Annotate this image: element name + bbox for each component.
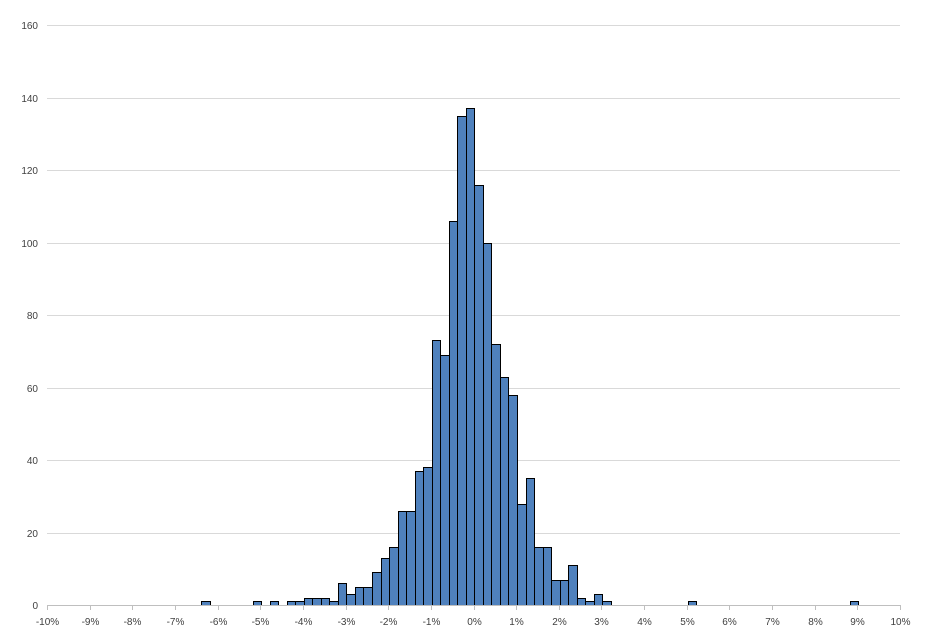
histogram-bar [688,601,697,606]
histogram-bar [483,243,492,606]
x-tick-label: 5% [680,617,695,628]
y-tick-label: 160 [21,21,38,32]
histogram-bar [398,511,407,606]
histogram-bars [201,108,859,606]
x-tick-label: 8% [808,617,823,628]
histogram-bar [466,108,475,606]
histogram-bar [491,344,501,606]
histogram-bar [508,395,518,606]
histogram-bar [457,116,467,606]
y-tick-label: 60 [27,384,39,395]
histogram-bar [517,504,527,606]
x-tick-label: -4% [295,617,313,628]
x-tick-label: 2% [552,617,567,628]
x-tick-label: -3% [338,617,356,628]
x-axis-tick-labels: -10% -9% -8% -7% -6% -5% -4% -3% -2% -1% 0% 1% 2% 3% 4… [36,605,911,628]
histogram-bar [253,601,262,606]
histogram-bar [551,580,561,606]
histogram-bar [406,511,416,606]
y-tick-label: 40 [27,456,39,467]
histogram-bar [543,547,552,606]
y-tick-label: 120 [21,166,38,177]
x-tick-label: 3% [594,617,609,628]
y-axis-tick-labels: 0 20 40 60 80 100 120 140 160 [21,21,38,612]
histogram-bar [312,598,322,606]
histogram-bar [381,558,390,606]
histogram-bar [363,587,373,606]
x-tick-label: 6% [722,617,737,628]
histogram-bar [577,598,586,606]
x-tick-label: -6% [210,617,228,628]
histogram-bar [415,471,424,606]
histogram-bar [355,587,364,606]
histogram-bar [850,601,859,606]
histogram-bar [474,185,484,606]
x-tick-label: -10% [36,617,59,628]
histogram-bar [423,467,433,606]
x-tick-label: -1% [423,617,441,628]
histogram-bar [526,478,535,606]
y-tick-label: 0 [32,601,38,612]
histogram-bar [304,598,313,606]
x-tick-label: 7% [765,617,780,628]
histogram-bar [338,583,347,606]
histogram-bar [432,340,441,606]
x-tick-label: -2% [380,617,398,628]
histogram-bar [585,601,595,606]
x-tick-label: 10% [890,617,910,628]
histogram-bar [372,572,382,606]
histogram-bar [321,598,330,606]
histogram-bar [389,547,399,606]
histogram-bar [449,221,458,606]
x-tick-label: -9% [82,617,100,628]
histogram-bar [440,355,450,606]
histogram-bar [594,594,603,606]
histogram-bar [287,601,296,606]
y-tick-label: 100 [21,239,38,250]
y-tick-label: 140 [21,94,38,105]
x-tick-label: -5% [252,617,270,628]
histogram-bar [201,601,211,606]
histogram-bar [346,594,356,606]
histogram-bar [534,547,544,606]
x-tick-label: -8% [124,617,142,628]
y-tick-label: 20 [27,529,39,540]
x-tick-label: 4% [637,617,652,628]
histogram-bar [329,601,339,606]
x-tick-label: 0% [467,617,482,628]
histogram-bar [568,565,578,606]
y-tick-label: 80 [27,311,39,322]
histogram-bar [560,580,569,606]
histogram-bar [500,377,509,606]
histogram-bar [602,601,612,606]
x-tick-label: 9% [850,617,865,628]
histogram-bar [270,601,279,606]
histogram-bar [295,601,305,606]
x-tick-label: -7% [167,617,185,628]
x-tick-label: 1% [509,617,524,628]
